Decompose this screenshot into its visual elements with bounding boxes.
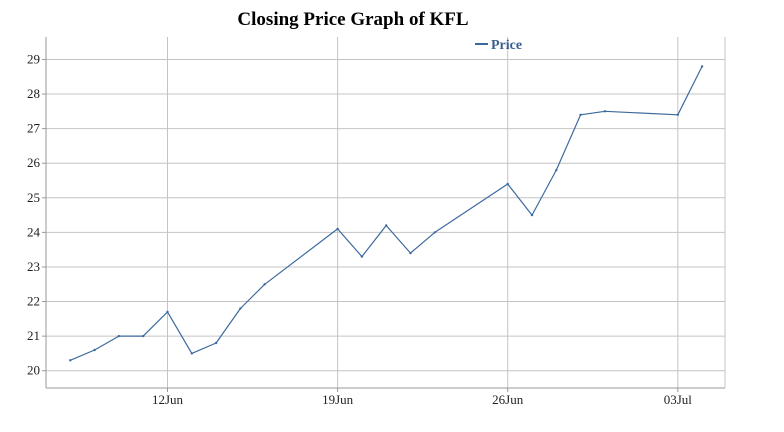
data-point [166, 310, 169, 314]
data-point [603, 110, 607, 113]
x-tick-label: 12Jun [152, 392, 184, 407]
y-tick-label: 26 [27, 155, 41, 170]
data-point [336, 227, 339, 231]
y-tick-label: 23 [27, 259, 40, 274]
data-point [142, 334, 145, 338]
data-point [409, 251, 412, 255]
y-tick-label: 22 [27, 294, 40, 309]
grid [46, 37, 725, 388]
data-point [239, 307, 242, 310]
data-point [385, 224, 388, 227]
data-point [360, 255, 364, 258]
x-tick-label: 19Jun [322, 392, 354, 407]
legend-label-price: Price [491, 38, 522, 53]
chart-title: Closing Price Graph of KFL [237, 9, 469, 30]
y-tick-label: 24 [27, 224, 41, 239]
data-point [506, 182, 509, 186]
x-tick-label: 26Jun [492, 392, 524, 407]
y-tick-label: 28 [27, 86, 40, 101]
y-tick-label: 21 [27, 328, 40, 343]
legend: Price [475, 38, 522, 53]
data-point [69, 359, 72, 362]
data-point [555, 168, 558, 172]
y-tick-label: 20 [27, 363, 40, 378]
data-point [190, 352, 193, 355]
data-point [214, 341, 218, 345]
axes [42, 37, 726, 392]
data-point [676, 113, 679, 117]
y-tick-label: 27 [27, 121, 41, 136]
data-point [579, 113, 582, 117]
series-layer [69, 65, 704, 362]
data-point [117, 334, 121, 338]
tick-labels: 20 21 22 23 24 25 26 27 28 29 12Jun 19Jun 26Jun 03Jul [27, 51, 692, 407]
series-line-price [70, 66, 703, 361]
data-point [700, 65, 704, 68]
y-tick-label: 29 [27, 51, 40, 66]
x-tick-label: 03Jul [664, 392, 693, 407]
y-tick-label: 25 [27, 190, 40, 205]
data-point [263, 283, 266, 286]
data-point [433, 231, 436, 234]
data-point [93, 348, 96, 352]
data-point [530, 213, 534, 217]
